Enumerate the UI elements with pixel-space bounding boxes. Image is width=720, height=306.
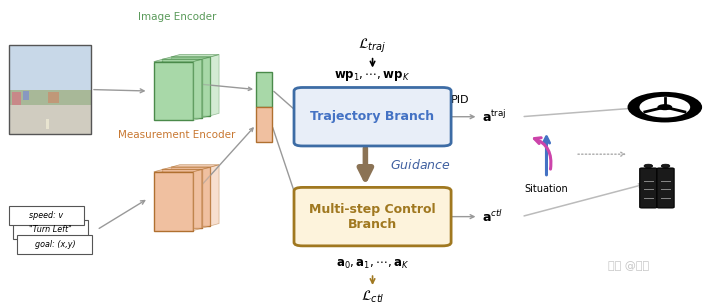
Text: "Turn Left": "Turn Left" xyxy=(29,225,72,234)
Bar xyxy=(256,72,271,107)
Text: Multi-step Control
Branch: Multi-step Control Branch xyxy=(309,203,436,231)
Bar xyxy=(45,119,49,129)
Bar xyxy=(9,46,91,90)
Polygon shape xyxy=(163,57,210,59)
Text: Situation: Situation xyxy=(525,185,568,194)
FancyBboxPatch shape xyxy=(657,168,674,208)
Circle shape xyxy=(657,104,672,110)
Circle shape xyxy=(628,92,702,122)
Polygon shape xyxy=(171,54,219,57)
Text: goal: (x,y): goal: (x,y) xyxy=(35,240,75,249)
Bar xyxy=(13,220,88,239)
Bar xyxy=(48,92,59,103)
Polygon shape xyxy=(210,165,219,226)
Text: $\mathbf{a}^{\mathrm{traj}}$: $\mathbf{a}^{\mathrm{traj}}$ xyxy=(482,109,507,125)
Text: $\mathbf{wp}_1,\cdots,\mathbf{wp}_K$: $\mathbf{wp}_1,\cdots,\mathbf{wp}_K$ xyxy=(335,69,410,83)
Polygon shape xyxy=(154,59,202,62)
Bar xyxy=(9,105,91,134)
Text: $\mathbf{a}_0,\mathbf{a}_1,\cdots,\mathbf{a}_K$: $\mathbf{a}_0,\mathbf{a}_1,\cdots,\mathb… xyxy=(336,258,409,271)
Polygon shape xyxy=(171,165,219,167)
Text: Measurement Encoder: Measurement Encoder xyxy=(118,130,235,140)
Text: $\mathcal{L}_{ctl}$: $\mathcal{L}_{ctl}$ xyxy=(361,289,384,305)
Bar xyxy=(9,90,91,105)
Text: Image Encoder: Image Encoder xyxy=(138,13,216,22)
Bar xyxy=(163,59,202,118)
Polygon shape xyxy=(202,57,210,118)
Bar xyxy=(171,167,210,226)
Circle shape xyxy=(639,97,690,118)
FancyBboxPatch shape xyxy=(639,168,657,208)
Text: 知乎 @黄浴: 知乎 @黄浴 xyxy=(608,261,649,271)
Text: speed: v: speed: v xyxy=(29,211,63,220)
Polygon shape xyxy=(202,167,210,228)
Bar xyxy=(23,91,29,100)
Text: $\mathcal{L}_{traj}$: $\mathcal{L}_{traj}$ xyxy=(359,36,387,54)
Bar xyxy=(154,62,193,120)
Polygon shape xyxy=(193,59,202,120)
FancyBboxPatch shape xyxy=(294,187,451,246)
Bar xyxy=(256,107,271,142)
Bar xyxy=(163,170,202,228)
Polygon shape xyxy=(163,167,210,170)
Bar xyxy=(171,57,210,116)
Bar xyxy=(9,46,91,134)
Bar xyxy=(9,206,84,225)
Text: $\mathbf{a}^{ctl}$: $\mathbf{a}^{ctl}$ xyxy=(482,209,503,225)
Bar xyxy=(154,172,193,231)
FancyBboxPatch shape xyxy=(294,88,451,146)
Text: PID: PID xyxy=(451,95,469,106)
Circle shape xyxy=(644,164,652,168)
Text: Trajectory Branch: Trajectory Branch xyxy=(310,110,435,123)
Bar xyxy=(12,92,21,105)
Circle shape xyxy=(661,164,670,168)
Polygon shape xyxy=(193,170,202,231)
Polygon shape xyxy=(210,54,219,116)
Bar xyxy=(17,235,92,254)
Bar xyxy=(9,46,91,134)
Text: $\mathit{Guidance}$: $\mathit{Guidance}$ xyxy=(390,158,451,172)
Polygon shape xyxy=(154,170,202,172)
